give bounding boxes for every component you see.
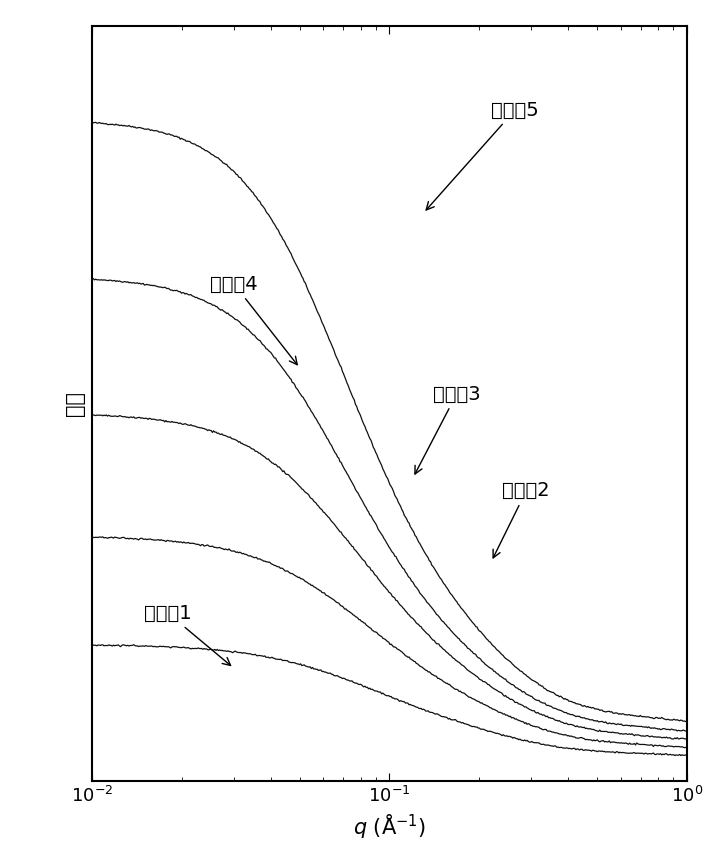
Text: 实施例5: 实施例5 xyxy=(426,101,539,210)
Text: 实施例3: 实施例3 xyxy=(415,385,481,474)
Text: 实施例2: 实施例2 xyxy=(493,481,550,558)
Y-axis label: 强度: 强度 xyxy=(65,391,85,416)
Text: 实施例1: 实施例1 xyxy=(144,604,231,666)
X-axis label: $q$ ($\mathrm{\AA}^{-1}$): $q$ ($\mathrm{\AA}^{-1}$) xyxy=(353,812,426,840)
Text: 实施例4: 实施例4 xyxy=(210,274,297,365)
